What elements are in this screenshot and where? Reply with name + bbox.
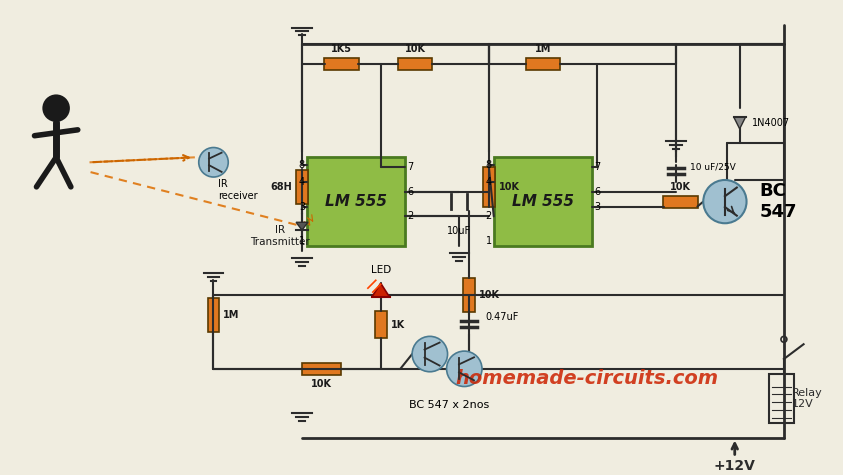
Circle shape <box>199 148 228 177</box>
Text: +12V: +12V <box>714 459 755 473</box>
Text: LM 555: LM 555 <box>512 194 574 209</box>
FancyBboxPatch shape <box>307 157 405 246</box>
Text: homemade-circuits.com: homemade-circuits.com <box>456 369 719 388</box>
FancyBboxPatch shape <box>464 278 475 312</box>
Text: 3: 3 <box>594 201 600 211</box>
Text: IR
receiver: IR receiver <box>218 179 258 200</box>
FancyBboxPatch shape <box>325 58 358 70</box>
Text: 10K: 10K <box>311 379 332 389</box>
FancyBboxPatch shape <box>296 170 308 204</box>
Text: 10K: 10K <box>405 44 426 54</box>
Text: 4: 4 <box>298 177 305 187</box>
Text: 10uF: 10uF <box>448 226 471 236</box>
FancyBboxPatch shape <box>663 196 698 208</box>
Text: 1: 1 <box>298 236 305 246</box>
Text: 1M: 1M <box>223 310 239 320</box>
Text: 1K: 1K <box>390 320 405 330</box>
Circle shape <box>447 351 482 387</box>
Polygon shape <box>372 283 389 297</box>
Circle shape <box>42 95 70 122</box>
FancyBboxPatch shape <box>375 311 387 338</box>
Text: BC 547 x 2nos: BC 547 x 2nos <box>410 400 490 410</box>
FancyBboxPatch shape <box>207 297 219 332</box>
Text: 2: 2 <box>486 211 491 221</box>
Text: 3: 3 <box>298 201 305 211</box>
Text: LM 555: LM 555 <box>325 194 387 209</box>
Text: 1M: 1M <box>534 44 551 54</box>
Text: IR
Transmitter: IR Transmitter <box>250 225 310 247</box>
Text: 68H: 68H <box>271 182 293 192</box>
Text: 10K: 10K <box>479 290 500 300</box>
Text: 7: 7 <box>407 162 413 172</box>
Circle shape <box>412 336 448 372</box>
Text: 2: 2 <box>407 211 413 221</box>
Text: 8: 8 <box>486 160 491 170</box>
Text: 10 uF/25V: 10 uF/25V <box>690 163 736 171</box>
Polygon shape <box>296 222 308 230</box>
Text: 0.47uF: 0.47uF <box>485 312 518 322</box>
Circle shape <box>703 180 747 223</box>
Text: 10K: 10K <box>670 182 691 192</box>
Text: BC
547: BC 547 <box>760 182 797 221</box>
Text: 6: 6 <box>407 187 413 197</box>
Text: 1: 1 <box>486 236 491 246</box>
Text: LED: LED <box>371 266 391 276</box>
Text: 1K5: 1K5 <box>330 44 352 54</box>
Text: 10K: 10K <box>499 182 519 192</box>
Text: 8: 8 <box>298 160 305 170</box>
Text: 1N4007: 1N4007 <box>753 118 791 128</box>
Text: 7: 7 <box>594 162 600 172</box>
Text: Relay
12V: Relay 12V <box>792 388 823 409</box>
Bar <box>769 374 794 423</box>
Polygon shape <box>733 117 745 129</box>
FancyBboxPatch shape <box>494 157 592 246</box>
FancyBboxPatch shape <box>526 58 560 70</box>
Text: 6: 6 <box>594 187 600 197</box>
FancyBboxPatch shape <box>483 167 495 207</box>
Text: 4: 4 <box>486 177 491 187</box>
FancyBboxPatch shape <box>302 363 341 375</box>
FancyBboxPatch shape <box>398 58 432 70</box>
